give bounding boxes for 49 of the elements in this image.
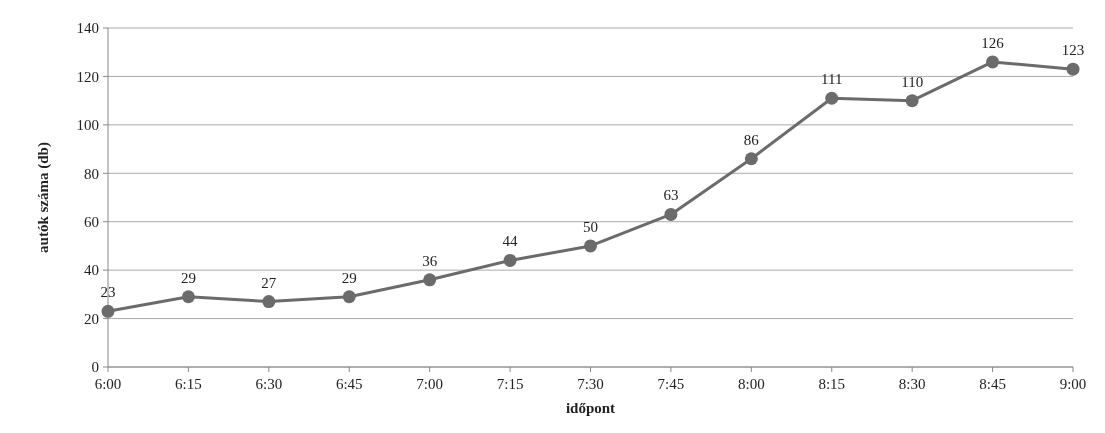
point <box>905 94 919 108</box>
y-tick-label: 40 <box>84 262 99 279</box>
data-label: 27 <box>261 274 277 291</box>
x-tick-label: 7:15 <box>496 376 524 392</box>
data-label: 29 <box>180 269 196 286</box>
point <box>101 304 115 318</box>
y-tick-label: 140 <box>76 20 99 37</box>
data-label: 63 <box>663 187 679 204</box>
y-tick-label: 0 <box>91 359 99 376</box>
data-label: 36 <box>422 252 438 269</box>
x-tick-label: 6:30 <box>255 376 283 392</box>
data-label: 86 <box>743 131 760 148</box>
x-tick-label: 7:30 <box>577 376 604 392</box>
data-label: 23 <box>100 284 116 301</box>
point <box>181 290 195 304</box>
y-axis-title: autók száma (db) <box>35 142 52 253</box>
data-label: 111 <box>821 71 843 88</box>
data-label: 123 <box>1061 42 1085 59</box>
x-tick-label: 8:45 <box>979 376 1006 392</box>
point <box>423 273 437 287</box>
data-label: 50 <box>583 218 598 235</box>
x-tick-label: 8:30 <box>898 376 926 392</box>
y-tick-label: 80 <box>84 165 99 182</box>
x-tick-label: 6:00 <box>94 376 122 392</box>
data-label: 44 <box>502 233 519 250</box>
x-tick-label: 7:00 <box>416 376 443 392</box>
point <box>986 55 1000 69</box>
x-tick-label: 8:00 <box>738 376 765 392</box>
x-tick-label: 6:15 <box>175 376 202 392</box>
y-tick-label: 120 <box>76 68 99 85</box>
point <box>503 253 517 267</box>
x-axis-title: időpont <box>565 400 616 416</box>
data-label: 126 <box>981 34 1005 51</box>
x-tick-label: 8:15 <box>818 376 846 392</box>
point <box>825 91 839 105</box>
point <box>584 239 597 253</box>
y-tick-label: 100 <box>76 117 99 134</box>
y-tick-label: 20 <box>84 310 99 327</box>
point <box>664 207 678 221</box>
y-tick-label: 60 <box>84 213 99 230</box>
point <box>262 295 276 309</box>
data-label: 110 <box>901 73 924 90</box>
point <box>744 152 758 166</box>
data-label: 29 <box>341 269 357 286</box>
x-tick-label: 7:45 <box>657 376 685 392</box>
point <box>1066 62 1080 76</box>
point <box>342 290 356 304</box>
x-tick-label: 6:45 <box>335 376 363 392</box>
x-tick-label: 9:00 <box>1059 376 1087 392</box>
